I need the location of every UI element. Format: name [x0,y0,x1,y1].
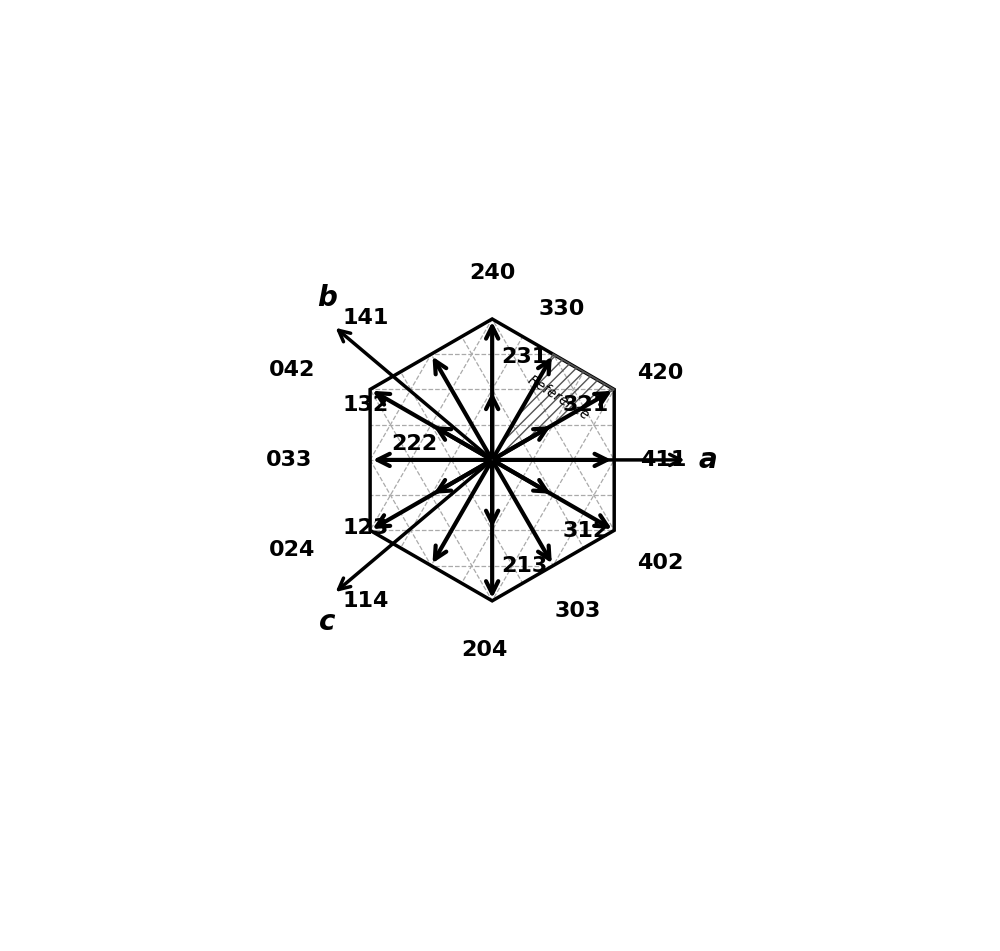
Text: 222: 222 [391,434,437,454]
Text: 123: 123 [343,517,389,537]
Text: Reference: Reference [525,373,591,423]
Text: $\boldsymbol{b}$: $\boldsymbol{b}$ [317,283,338,312]
Text: $\boldsymbol{a}$: $\boldsymbol{a}$ [698,446,717,474]
Text: 132: 132 [343,396,389,416]
Text: 213: 213 [502,556,548,576]
Text: 420: 420 [637,363,683,383]
Text: 033: 033 [266,450,312,470]
Text: 042: 042 [269,359,315,379]
Text: 303: 303 [554,601,601,621]
Text: 312: 312 [563,521,609,541]
Text: 411: 411 [640,450,686,470]
Text: 240: 240 [469,263,515,283]
Text: 402: 402 [637,553,683,573]
Text: 321: 321 [563,396,609,416]
Text: 141: 141 [343,308,389,328]
Text: 114: 114 [343,592,389,611]
Text: 330: 330 [538,299,585,319]
Text: 024: 024 [269,540,315,560]
Text: 204: 204 [461,640,507,660]
Text: 231: 231 [502,347,548,367]
Text: $\boldsymbol{c}$: $\boldsymbol{c}$ [318,608,336,636]
